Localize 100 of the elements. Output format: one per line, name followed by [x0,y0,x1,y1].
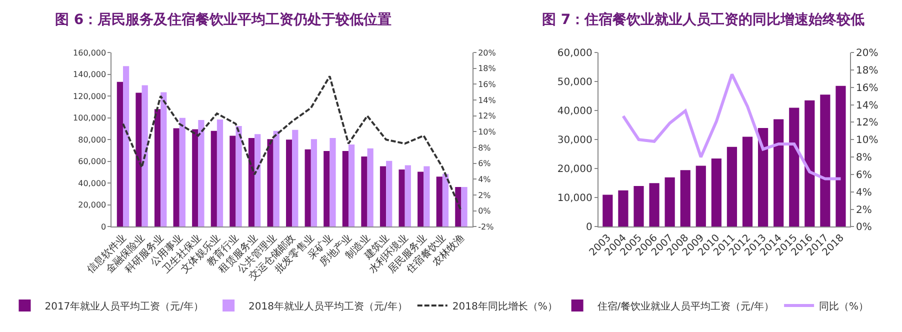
bar [380,166,386,227]
y-tick-label: 20,000 [557,164,592,176]
y2-tick-label: 12% [856,118,878,129]
legend-label: 同比（%） [819,300,869,312]
bar [404,165,411,227]
y-tick-label: 50,000 [557,77,592,88]
y-tick-label: 120,000 [73,92,106,101]
legend-label: 2018年同比增长（%） [452,300,558,312]
y-tick-label: 100,000 [73,114,106,123]
bar [192,129,198,227]
y2-tick-label: 10% [856,135,878,146]
y-tick-label: 160,000 [73,48,106,58]
y2-tick-label: 4% [856,187,872,198]
y-tick-label: 0 [101,222,106,232]
bar [160,92,167,227]
bar [179,118,186,227]
bar [361,156,368,227]
bar [236,126,242,227]
y2-tick-label: 8% [478,143,492,152]
bar [424,166,430,227]
bar [602,194,613,227]
y2-tick-label: 2% [478,190,492,200]
bar [634,186,644,227]
bar [267,139,274,227]
bar [248,138,255,227]
bar [330,138,336,227]
legend-label: 2018年就业人员平均工资（元/年） [248,300,408,312]
bar [304,149,311,227]
y2-tick-label: 0% [478,206,492,216]
bar [292,130,298,227]
y2-tick-label: -2% [478,222,494,232]
bar [310,139,318,227]
y-tick-label: 80,000 [78,135,106,144]
bar [173,128,180,227]
bar [398,170,405,227]
y2-tick-label: 4% [478,175,492,184]
y2-tick-label: 20% [856,48,878,60]
bar [342,151,348,227]
bar [774,119,784,227]
y2-tick-label: 12% [478,112,496,121]
y2-tick-label: 18% [478,64,496,74]
bar [436,176,442,227]
bar [116,82,123,227]
bar [680,170,690,227]
bar [461,186,468,227]
bar [649,183,660,227]
legend-label: 住宿/餐饮业就业人员平均工资（元/年） [597,300,774,312]
y2-tick-label: 14% [856,100,878,112]
bar [230,136,236,227]
bar [286,140,292,227]
bar [726,146,738,227]
y-tick-label: 20,000 [78,200,106,210]
bar [254,134,261,227]
bar [154,109,161,227]
bar [758,128,768,227]
bar [386,160,392,227]
bar [618,190,628,227]
bar [789,108,800,227]
bar [367,148,374,227]
bar [442,174,449,227]
y2-tick-label: 16% [478,80,496,90]
y-tick-label: 140,000 [73,70,106,80]
bar [418,172,424,227]
y2-tick-label: 16% [856,82,878,94]
bar [273,130,280,227]
y-tick-label: 40,000 [78,178,106,188]
bar [198,120,204,227]
y-tick-label: 60,000 [78,157,106,166]
bar [804,100,815,227]
bar [142,85,148,227]
y2-tick-label: 6% [478,159,492,168]
y2-tick-label: 18% [856,65,878,76]
y2-tick-label: 2% [856,204,872,216]
chart-title: 图 7：住宿餐饮业就业人员工资的同比增速始终较低 [542,11,865,28]
y-tick-label: 0 [586,222,592,234]
bar [742,136,753,227]
y2-tick-label: 14% [478,96,496,105]
bar [696,166,706,227]
bar [123,66,130,227]
chart-title: 图 6：居民服务及住宿餐饮业平均工资仍处于较低位置 [55,11,392,28]
y2-tick-label: 10% [478,128,496,136]
bar [216,119,224,227]
bar [324,151,330,227]
legend-label: 2017年就业人员平均工资（元/年） [44,300,204,312]
y-tick-label: 10,000 [557,193,592,204]
bar [210,130,217,227]
bar [136,92,142,227]
y2-tick-label: 20% [478,48,496,58]
bar [664,177,675,227]
line-series [122,75,462,212]
bar [711,158,722,227]
line-series [622,72,842,180]
bar [348,144,355,227]
bar [820,94,830,227]
y2-tick-label: 6% [856,170,872,181]
y-tick-label: 30,000 [557,135,592,146]
y2-tick-label: 8% [856,152,872,164]
y-tick-label: 60,000 [557,48,592,60]
y2-tick-label: 0% [856,222,872,234]
y-tick-label: 40,000 [557,106,592,118]
